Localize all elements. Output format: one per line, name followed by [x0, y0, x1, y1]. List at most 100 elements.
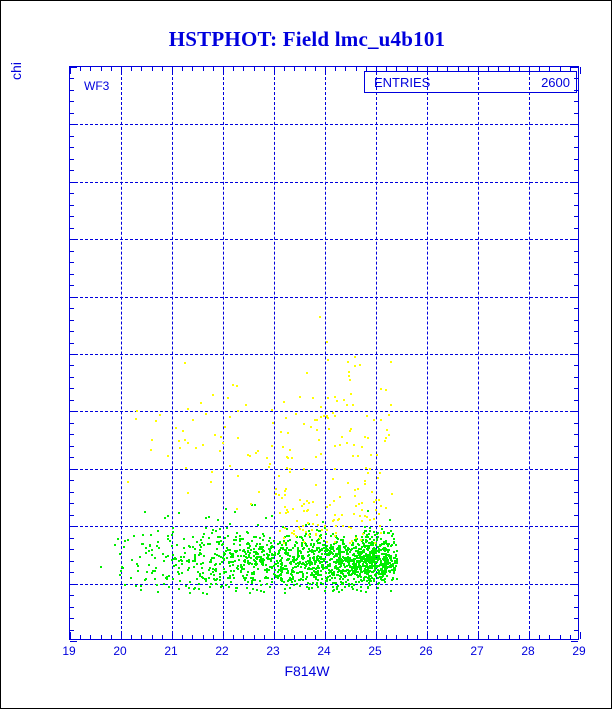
- tick-minor-x: [498, 67, 499, 71]
- data-point-good: [264, 569, 266, 571]
- data-point-good: [354, 558, 356, 560]
- data-point-good: [353, 567, 355, 569]
- data-point-good: [229, 552, 231, 554]
- data-point-good: [311, 549, 313, 551]
- data-point-flagged: [366, 415, 368, 417]
- data-point-good: [335, 565, 337, 567]
- data-point-good: [296, 583, 298, 585]
- data-point-good: [114, 544, 116, 546]
- data-point-good: [371, 567, 373, 569]
- data-point-good: [142, 543, 144, 545]
- data-point-flagged: [334, 445, 336, 447]
- tick-minor-y: [70, 113, 74, 114]
- data-point-good: [351, 544, 353, 546]
- data-point-good: [339, 556, 341, 558]
- tick-major-x: [478, 67, 479, 74]
- data-point-good: [338, 545, 340, 547]
- data-point-good: [281, 544, 283, 546]
- data-point-flagged: [334, 541, 336, 543]
- data-point-good: [385, 563, 387, 565]
- data-point-good: [225, 584, 227, 586]
- data-point-good: [329, 547, 331, 549]
- data-point-flagged: [380, 532, 382, 534]
- data-point-good: [353, 578, 355, 580]
- data-point-good: [377, 536, 379, 538]
- data-point-good: [351, 560, 353, 562]
- tick-minor-x: [152, 635, 153, 639]
- data-point-good: [380, 538, 382, 540]
- data-point-good: [215, 530, 217, 532]
- data-point-good: [271, 567, 273, 569]
- data-point-good: [353, 562, 355, 564]
- data-point-good: [166, 578, 168, 580]
- data-point-good: [377, 572, 379, 574]
- data-point-good: [316, 582, 318, 584]
- tick-minor-y: [70, 503, 74, 504]
- data-point-good: [292, 578, 294, 580]
- data-point-good: [364, 545, 366, 547]
- data-point-good: [352, 588, 354, 590]
- x-axis-title: F814W: [284, 663, 330, 679]
- data-point-good: [243, 564, 245, 566]
- data-point-good: [151, 572, 153, 574]
- data-point-good: [340, 576, 342, 578]
- data-point-good: [371, 558, 373, 560]
- data-point-good: [259, 580, 261, 582]
- data-point-good: [162, 574, 164, 576]
- data-point-good: [297, 556, 299, 558]
- data-point-good: [252, 588, 254, 590]
- data-point-good: [351, 559, 353, 561]
- data-point-good: [271, 554, 273, 556]
- data-point-good: [320, 582, 322, 584]
- data-point-good: [277, 565, 279, 567]
- tick-minor-y: [70, 193, 74, 194]
- data-point-good: [243, 549, 245, 551]
- tick-major-y: [571, 641, 578, 642]
- data-point-good: [396, 562, 398, 564]
- data-point-flagged: [354, 489, 356, 491]
- data-point-good: [364, 568, 366, 570]
- data-point-good: [186, 560, 188, 562]
- data-point-good: [312, 582, 314, 584]
- data-point-good: [232, 556, 234, 558]
- data-point-good: [299, 585, 301, 587]
- data-point-good: [316, 529, 318, 531]
- data-point-good: [325, 572, 327, 574]
- data-point-good: [383, 541, 385, 543]
- data-point-good: [381, 528, 383, 530]
- data-point-good: [347, 569, 349, 571]
- data-point-good: [341, 571, 343, 573]
- data-point-good: [278, 552, 280, 554]
- data-point-good: [280, 560, 282, 562]
- data-point-flagged: [380, 419, 382, 421]
- data-point-good: [232, 553, 234, 555]
- data-point-flagged: [312, 501, 314, 503]
- data-point-flagged: [342, 525, 344, 527]
- data-point-good: [348, 548, 350, 550]
- data-point-good: [255, 561, 257, 563]
- data-point-flagged: [266, 457, 268, 459]
- data-point-flagged: [370, 454, 372, 456]
- data-point-good: [330, 535, 332, 537]
- tick-minor-y: [574, 262, 578, 263]
- gridline-vertical: [325, 67, 326, 639]
- data-point-good: [328, 554, 330, 556]
- data-point-flagged: [192, 419, 194, 421]
- data-point-good: [377, 532, 379, 534]
- data-point-good: [277, 571, 279, 573]
- tick-major-x: [223, 632, 224, 639]
- data-point-good: [285, 551, 287, 553]
- tick-minor-x: [90, 635, 91, 639]
- data-point-flagged: [229, 416, 231, 418]
- data-point-flagged: [379, 472, 381, 474]
- data-point-flagged: [351, 540, 353, 542]
- tick-major-y: [571, 239, 578, 240]
- data-point-good: [363, 561, 365, 563]
- data-point-good: [389, 566, 391, 568]
- tick-minor-y: [70, 377, 74, 378]
- tick-minor-x: [315, 635, 316, 639]
- data-point-good: [340, 581, 342, 583]
- data-point-good: [318, 551, 320, 553]
- data-point-good: [343, 546, 345, 548]
- data-point-good: [294, 580, 296, 582]
